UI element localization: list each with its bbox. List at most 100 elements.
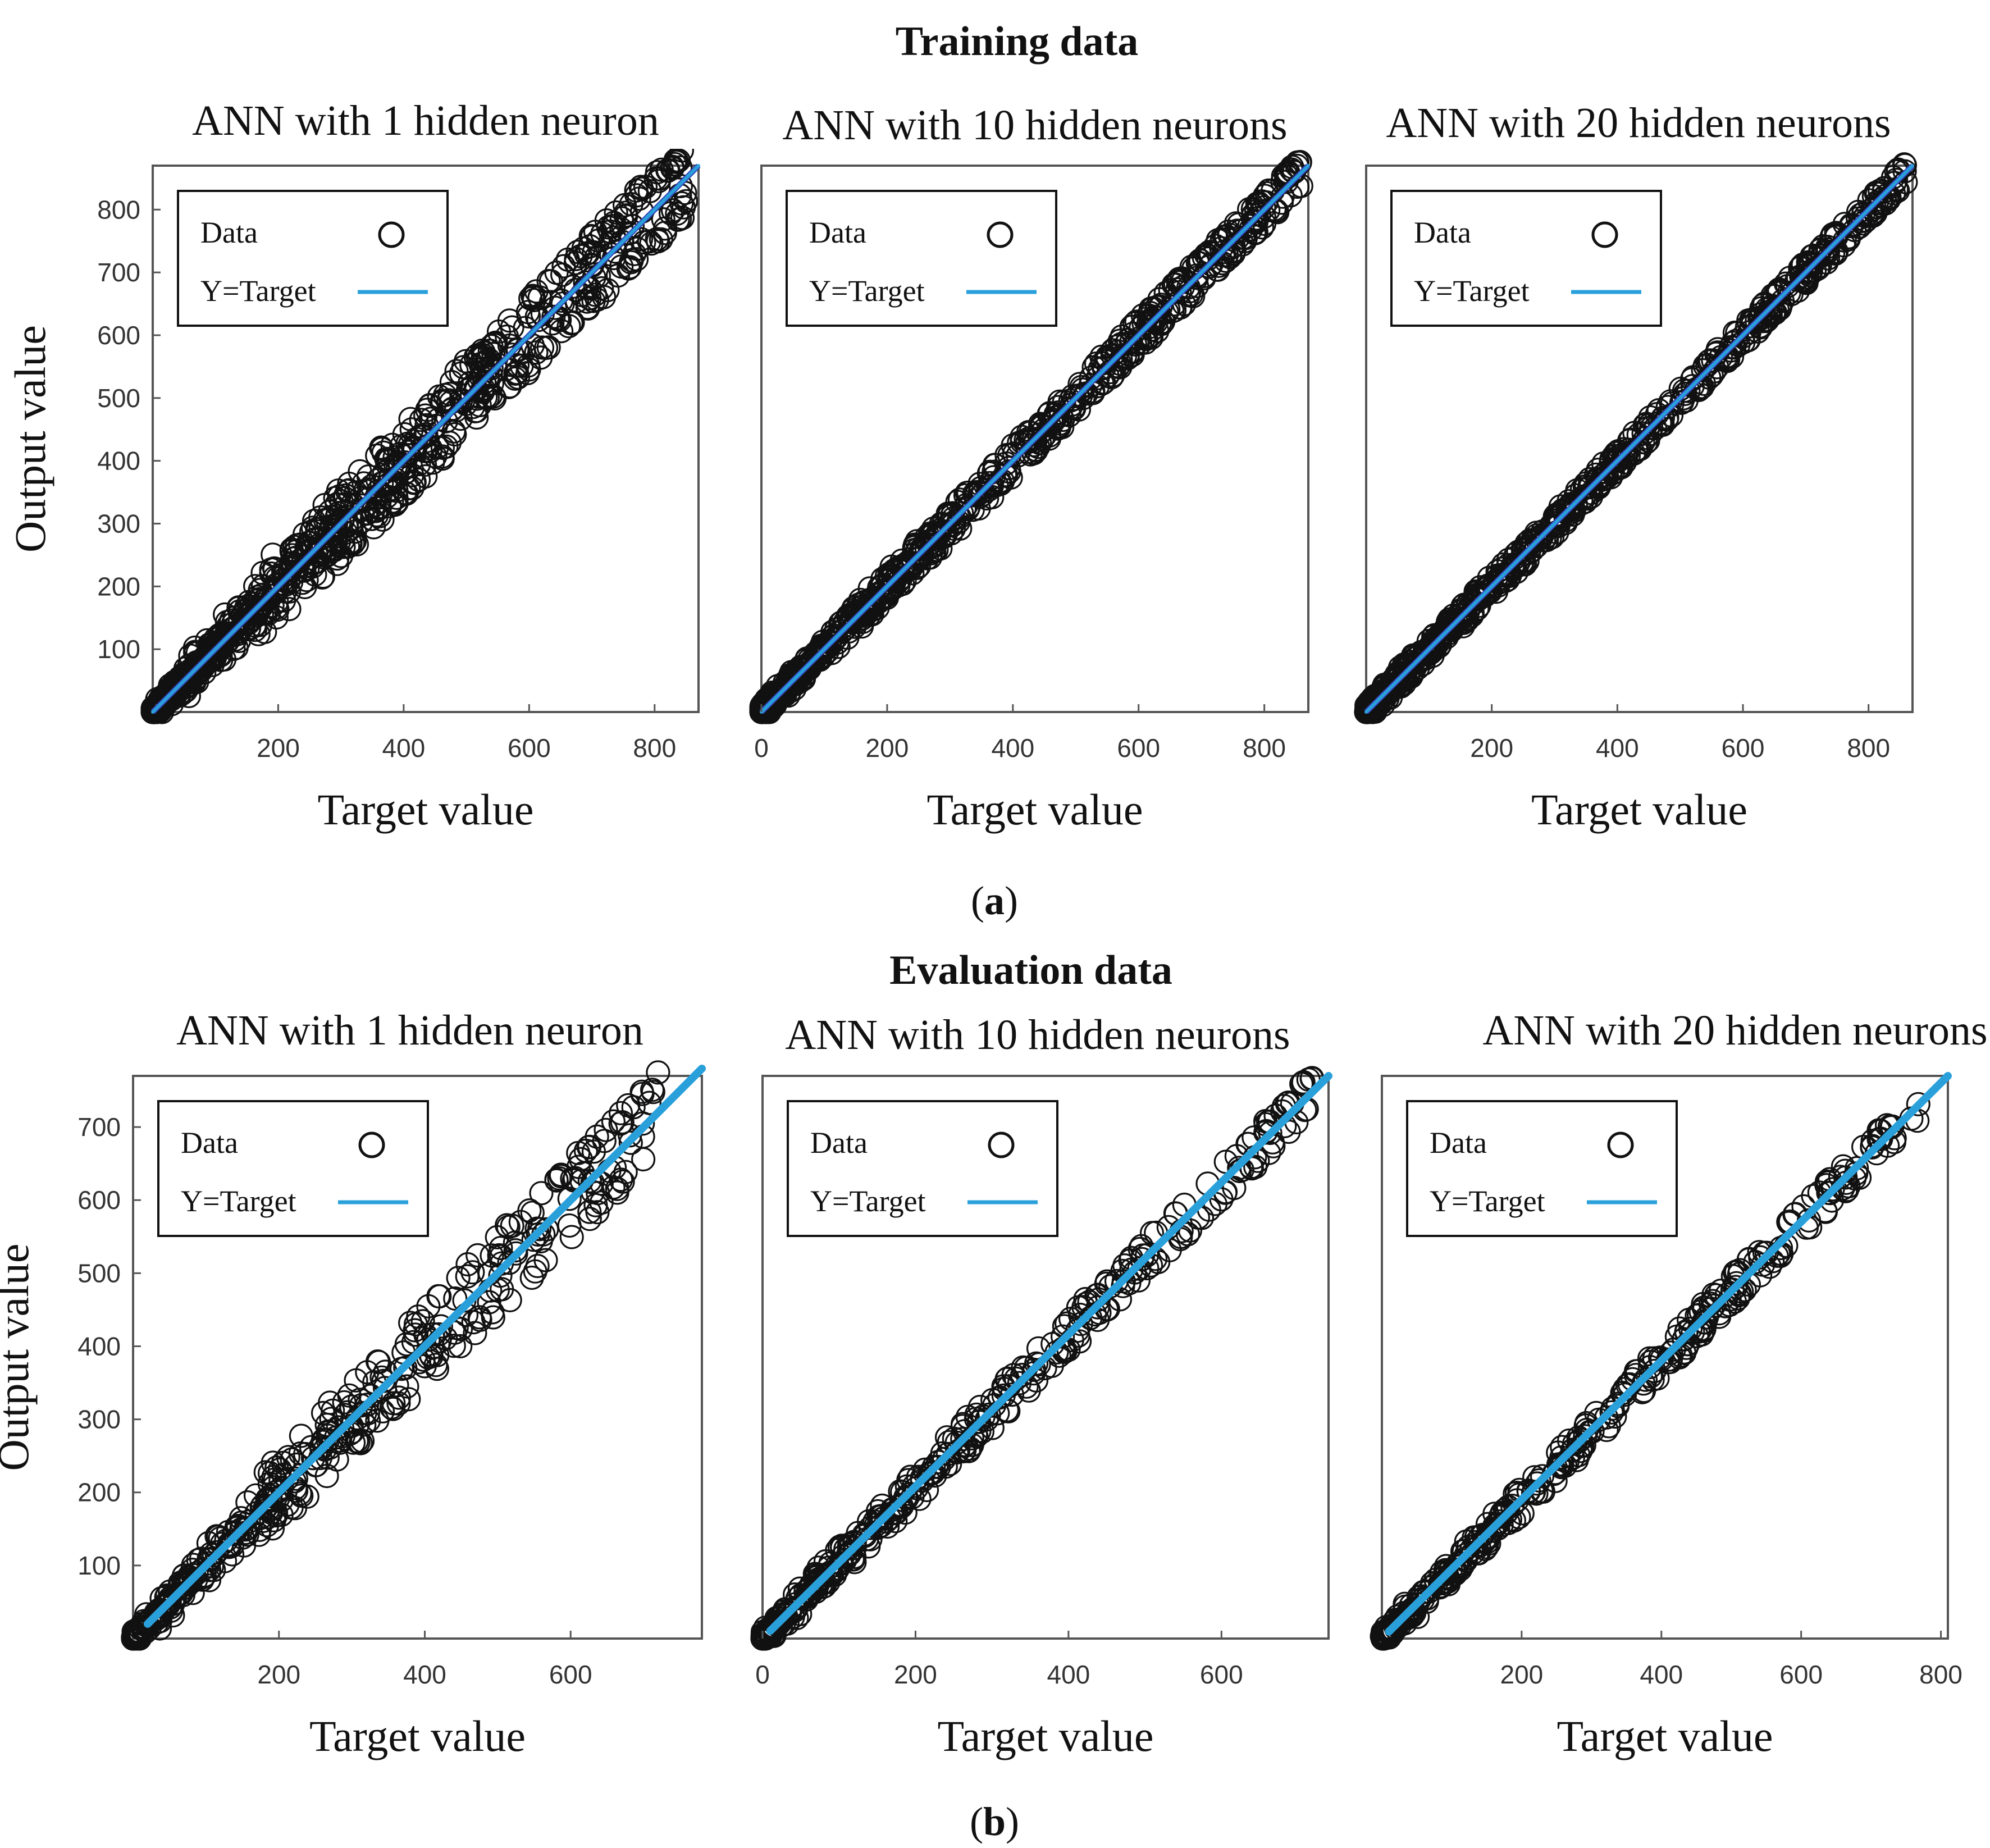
data-point — [1748, 1245, 1773, 1270]
data-point — [544, 261, 569, 285]
x-tick-label: 600 — [1117, 733, 1160, 763]
data-point — [460, 1260, 485, 1285]
data-point — [1521, 1480, 1546, 1505]
data-point — [999, 1382, 1025, 1407]
data-point — [796, 1578, 821, 1603]
data-layer — [140, 149, 701, 724]
x-tick-label: 400 — [1596, 733, 1639, 763]
x-axis-label: Target value — [1531, 785, 1747, 834]
data-point — [536, 268, 561, 294]
data-point — [608, 1101, 633, 1125]
chart-panel-5: ANN with 10 hidden neurons 0 200 400 600 Targ… — [750, 1011, 1332, 1760]
data-point — [618, 1123, 642, 1148]
data-point — [337, 471, 362, 496]
y-tick-label: 800 — [97, 195, 140, 224]
data-point — [605, 1180, 629, 1205]
legend-marker-circle — [1607, 1131, 1634, 1158]
data-layer — [121, 1060, 706, 1651]
data-point — [172, 661, 197, 686]
data-point — [582, 265, 606, 290]
legend-label-data: Data — [810, 1126, 868, 1160]
data-layer — [750, 1066, 1332, 1651]
data-point — [524, 279, 549, 304]
legend-label-data: Data — [1414, 216, 1471, 249]
data-point — [1386, 1609, 1411, 1633]
section-title-evaluation: Evaluation data — [889, 947, 1172, 993]
data-point — [1021, 426, 1046, 451]
data-point — [879, 567, 903, 592]
x-tick-label: 600 — [1200, 1660, 1243, 1689]
data-point — [1595, 464, 1619, 490]
data-point — [263, 578, 288, 603]
data-point — [1363, 683, 1387, 709]
data-point — [276, 1445, 300, 1470]
data-point — [1060, 384, 1085, 409]
legend-box — [177, 190, 449, 327]
data-point — [551, 254, 576, 279]
data-point — [1431, 620, 1457, 645]
data-point — [533, 335, 559, 361]
data-point — [577, 1199, 602, 1224]
data-point — [1073, 1286, 1098, 1312]
data-point — [1165, 277, 1190, 302]
data-point — [851, 600, 875, 624]
data-point — [1058, 396, 1083, 421]
data-point — [1815, 237, 1840, 262]
data-point — [1354, 693, 1379, 718]
legend-label-fit: Y=Target — [1430, 1184, 1545, 1218]
data-point — [261, 1450, 285, 1475]
data-point — [1724, 1271, 1749, 1295]
x-axis-label: Target value — [1557, 1712, 1773, 1760]
data-point — [477, 1290, 501, 1315]
data-point — [1116, 327, 1140, 352]
data-point — [253, 1460, 278, 1485]
data-point — [671, 195, 696, 220]
data-point — [1167, 280, 1192, 305]
data-point — [202, 633, 227, 658]
legend: Data Y=Target — [787, 1100, 1058, 1237]
data-point — [859, 587, 884, 612]
data-point — [1722, 335, 1747, 360]
y-tick-label: 300 — [97, 509, 140, 538]
data-point — [1370, 1624, 1395, 1649]
legend-box — [1406, 1100, 1678, 1237]
data-point — [764, 683, 789, 708]
legend-label-fit: Y=Target — [1414, 274, 1530, 308]
x-tick-label: 200 — [257, 1660, 300, 1689]
data-point — [1599, 450, 1623, 475]
data-point — [1387, 1613, 1412, 1637]
x-tick-label: 400 — [991, 733, 1034, 763]
data-point — [853, 595, 878, 620]
data-point — [924, 526, 949, 551]
data-point — [413, 403, 438, 428]
data-point — [503, 1238, 528, 1263]
data-point — [604, 200, 628, 225]
data-point — [498, 374, 522, 399]
data-point — [1542, 514, 1567, 539]
data-point — [610, 1110, 635, 1135]
y-tick-label: 200 — [77, 1478, 121, 1507]
y-tick-label: 700 — [97, 258, 140, 287]
data-point — [1745, 309, 1769, 334]
data-point — [1448, 607, 1473, 632]
data-point — [646, 1060, 670, 1085]
data-point — [192, 645, 217, 670]
data-point — [956, 1439, 981, 1463]
data-point — [417, 393, 442, 418]
data-point — [1043, 405, 1068, 430]
data-point — [1545, 510, 1570, 535]
data-point — [1463, 586, 1488, 610]
data-point — [1433, 1558, 1458, 1582]
data-point — [1865, 181, 1889, 206]
data-point — [649, 157, 674, 182]
x-tick-label: 200 — [1500, 1660, 1544, 1689]
data-point — [352, 1412, 377, 1437]
x-tick-label: 400 — [403, 1660, 446, 1689]
data-point — [407, 451, 431, 477]
x-tick-label: 0 — [755, 1660, 770, 1689]
data-point — [765, 1609, 790, 1634]
data-point — [150, 686, 175, 711]
data-point — [367, 496, 392, 521]
data-point — [991, 1383, 1016, 1408]
panel-title: ANN with 1 hidden neuron — [192, 97, 659, 144]
